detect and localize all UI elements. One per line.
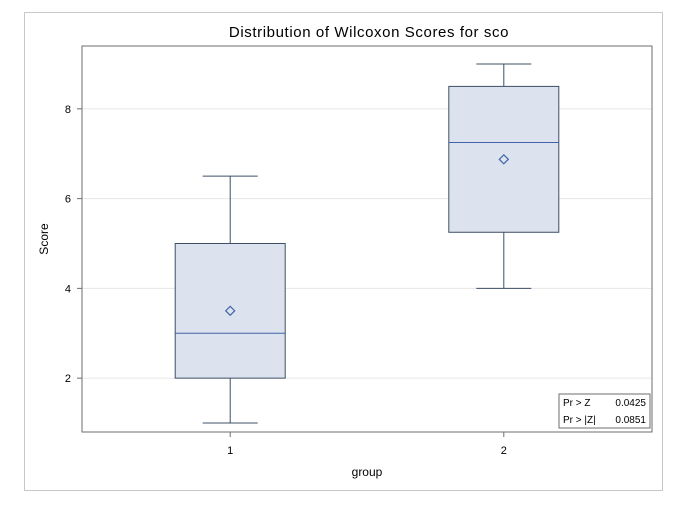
y-tick-label-6: 6: [65, 194, 71, 206]
x-axis-label: group: [352, 465, 383, 479]
y-tick-label-4: 4: [65, 283, 71, 295]
y-axis: 2 4 6 8: [65, 104, 82, 385]
grid-lines: [82, 108, 652, 379]
box-group-2: [448, 63, 560, 289]
y-tick-label-2: 2: [65, 373, 71, 385]
boxes: [174, 63, 560, 424]
x-tick-label-1: 1: [227, 445, 233, 457]
mean-marker-2: [498, 153, 510, 165]
inset-label-pr-z: Pr > Z: [563, 398, 591, 409]
inset-value-pr-abs-z: 0.0851: [615, 415, 646, 426]
plot-area: [81, 45, 653, 433]
chart-title: Distribution of Wilcoxon Scores for sco: [229, 24, 509, 41]
box-group-1: [174, 175, 286, 424]
inset-label-pr-abs-z: Pr > |Z|: [563, 415, 596, 426]
stats-inset-box: [558, 393, 651, 429]
y-axis-label: Score: [37, 223, 51, 255]
mean-marker-1: [224, 305, 236, 317]
iqr-box-1: [174, 242, 286, 379]
inset-value-pr-z: 0.0425: [615, 398, 646, 409]
y-tick-label-8: 8: [65, 104, 71, 116]
x-tick-label-2: 2: [501, 445, 507, 457]
stats-inset: Pr > Z 0.0425 Pr > |Z| 0.0851: [558, 393, 651, 429]
iqr-box-2: [448, 85, 560, 233]
